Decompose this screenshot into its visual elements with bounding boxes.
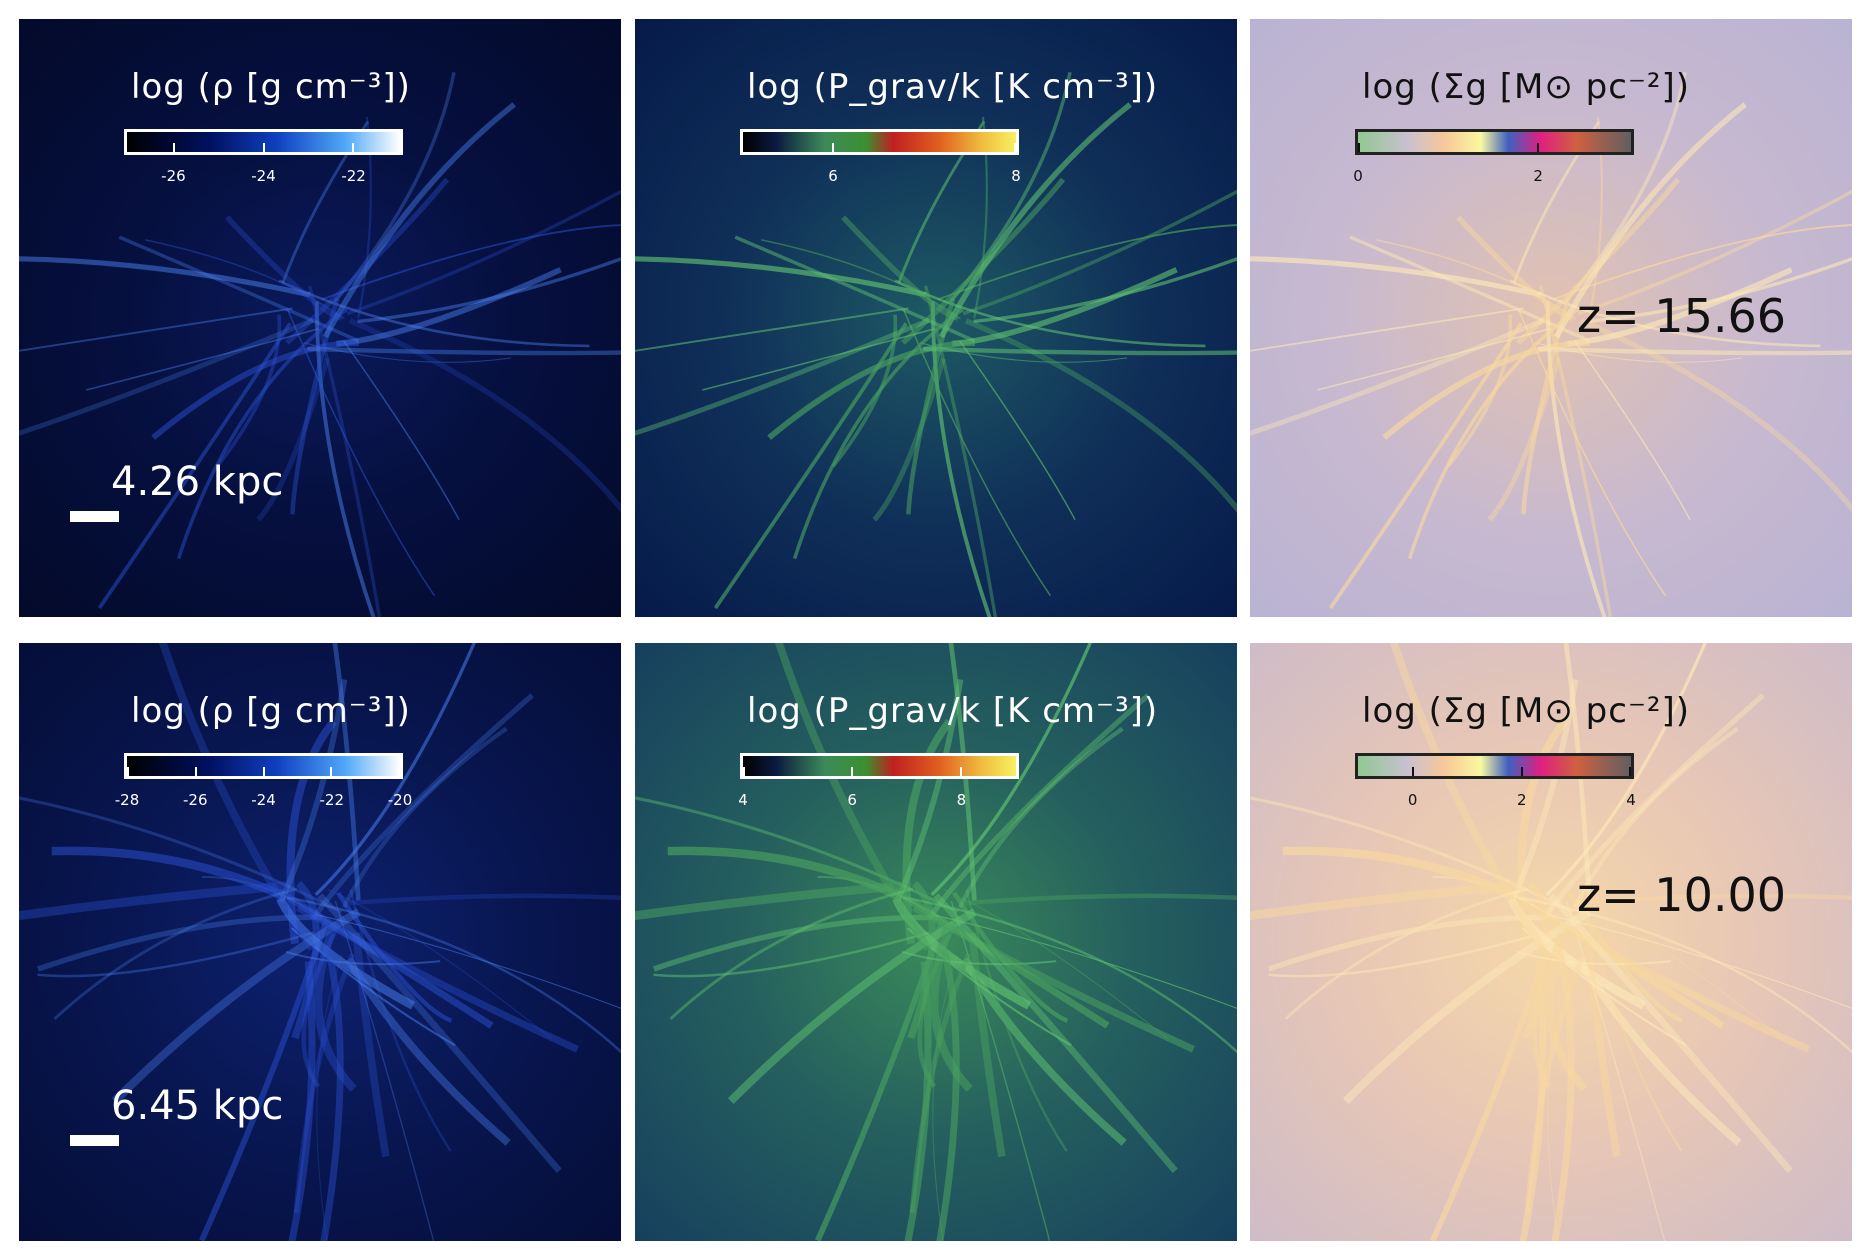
- pressure-map-bottom: log (P_grav/k [K cm⁻³]) 4 6 8: [635, 643, 1237, 1241]
- scale-label: 4.26 kpc: [111, 459, 284, 505]
- tick-mark: [127, 767, 129, 776]
- tick-label: 4: [738, 791, 748, 809]
- filament-structure: [19, 71, 621, 617]
- tick-label: 6: [828, 167, 838, 185]
- filament-structure: [1250, 643, 1852, 1241]
- colorbar: [124, 753, 403, 779]
- colorbar: [1355, 753, 1634, 779]
- density-map-bottom: log (ρ [g cm⁻³]) 6.45 kpc -28 -26 -24 -22 -2…: [19, 643, 621, 1241]
- colorbar-title: log (ρ [g cm⁻³]): [131, 691, 411, 731]
- tick-mark: [173, 143, 176, 152]
- tick-mark: [351, 143, 354, 152]
- tick-label: -26: [183, 791, 208, 809]
- surface-density-map-top: log (Σg [M⊙ pc⁻²]) z= 15.66 0 2: [1250, 19, 1852, 617]
- surface-density-map-bottom: log (Σg [M⊙ pc⁻²]) z= 10.00 0 2 4: [1250, 643, 1852, 1241]
- colorbar: [740, 753, 1019, 779]
- tick-label: 8: [1011, 167, 1021, 185]
- redshift-label: z= 10.00: [1577, 868, 1786, 922]
- filament-structure: [1250, 71, 1852, 617]
- colorbar-title: log (Σg [M⊙ pc⁻²]): [1362, 691, 1691, 731]
- tick-mark: [851, 767, 854, 776]
- filament-structure: [19, 643, 621, 1241]
- tick-label: 4: [1626, 791, 1636, 809]
- tick-mark: [194, 767, 197, 776]
- colorbar: [740, 129, 1019, 155]
- pressure-map-top: log (P_grav/k [K cm⁻³]) 6 8: [635, 19, 1237, 617]
- tick-label: 6: [847, 791, 857, 809]
- tick-mark: [262, 767, 265, 776]
- tick-mark: [262, 143, 265, 152]
- density-map-top: log (ρ [g cm⁻³]) 4.26 kpc -26 -24 -22: [19, 19, 621, 617]
- scale-label: 6.45 kpc: [111, 1083, 284, 1129]
- colorbar-title: log (P_grav/k [K cm⁻³]): [747, 691, 1159, 731]
- filament-structure: [635, 71, 1237, 617]
- redshift-label: z= 15.66: [1577, 289, 1786, 343]
- colorbar: [1355, 129, 1634, 155]
- tick-mark: [1536, 143, 1539, 152]
- filament-structure: [635, 643, 1237, 1241]
- tick-label: 2: [1517, 791, 1527, 809]
- tick-mark: [743, 767, 745, 776]
- tick-mark: [1629, 767, 1631, 776]
- colorbar: [124, 129, 403, 155]
- tick-label: 2: [1533, 167, 1543, 185]
- tick-label: -24: [251, 791, 276, 809]
- scale-bar: [70, 1135, 119, 1146]
- tick-mark: [398, 767, 400, 776]
- scale-bar: [70, 511, 119, 522]
- tick-label: -22: [319, 791, 345, 809]
- tick-label: -28: [114, 791, 140, 809]
- tick-mark: [959, 767, 962, 776]
- tick-mark: [1412, 767, 1415, 776]
- tick-label: 0: [1407, 791, 1418, 809]
- tick-mark: [1014, 143, 1016, 152]
- tick-label: -22: [341, 167, 366, 185]
- tick-mark: [330, 767, 333, 776]
- colorbar-title: log (Σg [M⊙ pc⁻²]): [1362, 67, 1691, 107]
- tick-label: 8: [956, 791, 967, 809]
- tick-mark: [1520, 767, 1523, 776]
- colorbar-title: log (ρ [g cm⁻³]): [131, 67, 411, 107]
- tick-label: -20: [387, 791, 413, 809]
- tick-mark: [832, 143, 835, 152]
- tick-label: -26: [161, 167, 186, 185]
- colorbar-title: log (P_grav/k [K cm⁻³]): [747, 67, 1159, 107]
- tick-mark: [1358, 143, 1360, 152]
- tick-label: 0: [1353, 167, 1363, 185]
- tick-label: -24: [251, 167, 276, 185]
